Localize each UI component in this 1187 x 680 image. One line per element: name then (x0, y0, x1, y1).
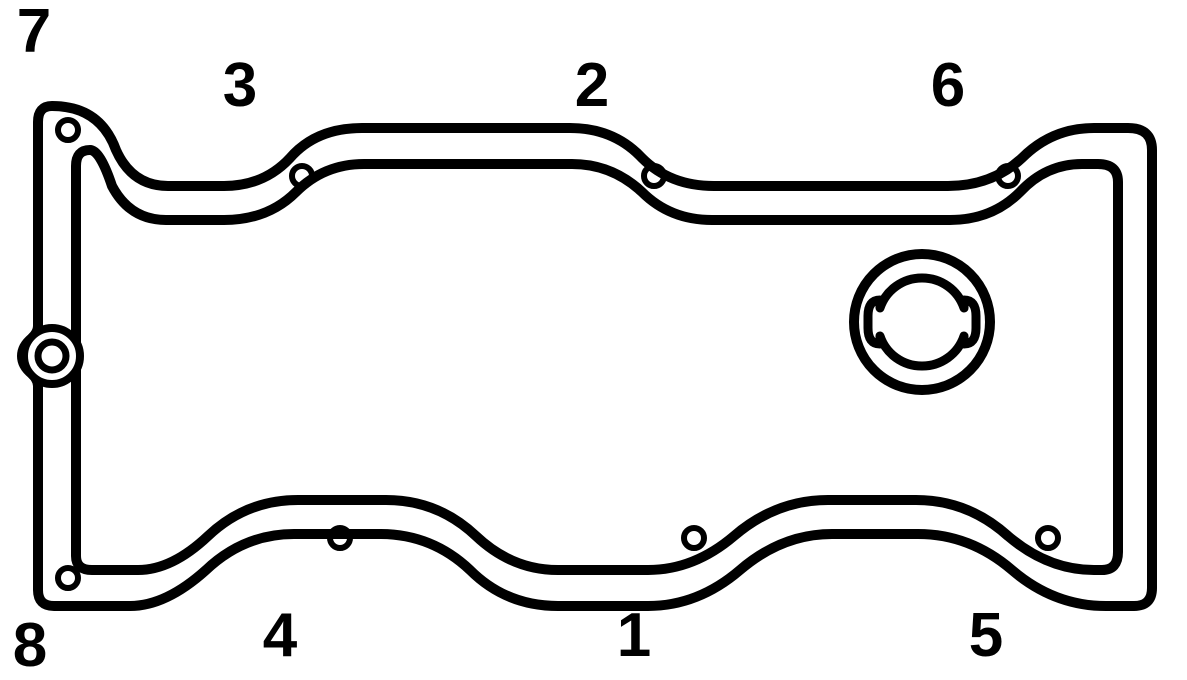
bolt-hole-bottom-2 (684, 528, 704, 548)
corner-hole-bottom-left (58, 568, 78, 588)
bolt-hole-top-3 (998, 166, 1018, 186)
label-6: 6 (931, 51, 965, 120)
fill-cap (854, 254, 990, 390)
label-5: 5 (969, 601, 1003, 670)
label-7: 7 (17, 0, 51, 66)
bolt-hole-bottom-3 (1038, 528, 1058, 548)
label-3: 3 (223, 51, 257, 120)
label-2: 2 (575, 51, 609, 120)
valve-cover-diagram: 7 3 2 6 8 4 1 5 (0, 0, 1187, 680)
label-4: 4 (263, 601, 298, 670)
bolt-hole-top-1 (292, 166, 312, 186)
side-boss (24, 328, 80, 384)
label-8: 8 (13, 611, 47, 680)
label-1: 1 (617, 601, 651, 670)
corner-hole-top-left (58, 120, 78, 140)
inner-gasket-line (76, 150, 1118, 570)
bolt-hole-top-2 (644, 166, 664, 186)
